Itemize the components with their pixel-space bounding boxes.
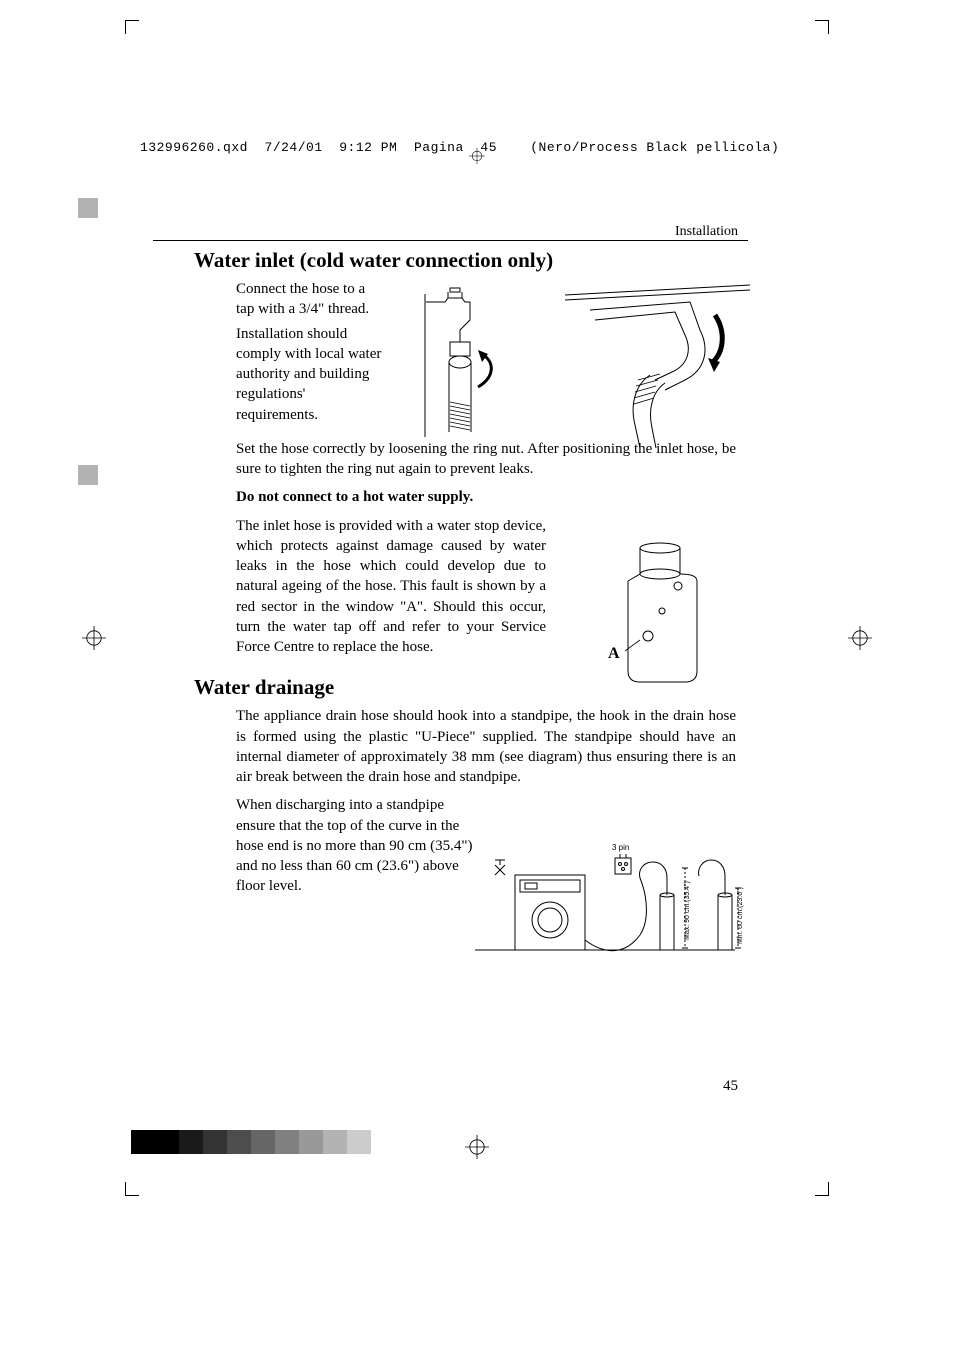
header-date: 7/24/01 xyxy=(265,140,323,155)
page-number: 45 xyxy=(723,1078,738,1095)
margin-marker xyxy=(78,198,98,218)
socket-label: 3 pin xyxy=(612,843,629,852)
crop-mark xyxy=(125,20,139,34)
header-color: (Nero/Process Black pellicola) xyxy=(530,140,779,155)
header-time: 9:12 PM xyxy=(339,140,397,155)
water-stop-device-diagram: A xyxy=(570,536,745,696)
print-header: 132996260.qxd 7/24/01 9:12 PM Pagina 45 … xyxy=(140,140,779,155)
paragraph: The inlet hose is provided with a water … xyxy=(236,516,546,658)
crop-mark xyxy=(815,1182,829,1196)
swatch xyxy=(155,1130,179,1154)
paragraph: The appliance drain hose should hook int… xyxy=(236,706,736,787)
dimension-min: Min. 60 cm.(23.6") xyxy=(737,887,744,944)
registration-mark-icon xyxy=(465,1135,489,1159)
header-page-num: 45 xyxy=(480,140,497,155)
section-label: Installation xyxy=(675,224,738,240)
paragraph: When discharging into a standpipe ensure… xyxy=(236,795,486,896)
swatch xyxy=(323,1130,347,1154)
swatch xyxy=(227,1130,251,1154)
crop-mark xyxy=(125,1182,139,1196)
paragraph: Installation should comply with local wa… xyxy=(236,324,386,425)
swatch xyxy=(347,1130,371,1154)
swatch xyxy=(275,1130,299,1154)
warning-text: Do not connect to a hot water supply. xyxy=(236,487,736,507)
swatch xyxy=(179,1130,203,1154)
dimension-max: Max. 90 cm.(35.4") xyxy=(684,881,691,940)
swatch xyxy=(131,1130,155,1154)
header-filename: 132996260.qxd xyxy=(140,140,248,155)
page-rule xyxy=(153,240,748,241)
swatch xyxy=(203,1130,227,1154)
swatch xyxy=(251,1130,275,1154)
standpipe-install-diagram: 3 pin Max. 90 cm.(35.4") Min. 60 cm.(23.… xyxy=(475,840,745,965)
crop-mark xyxy=(815,20,829,34)
margin-marker xyxy=(78,465,98,485)
paragraph: Connect the hose to a tap with a 3/4" th… xyxy=(236,279,386,320)
figure-label-a: A xyxy=(608,645,620,662)
section-title-water-inlet: Water inlet (cold water connection only) xyxy=(194,248,744,273)
registration-mark-icon xyxy=(848,626,872,650)
hose-clamp-diagram xyxy=(560,280,750,450)
registration-mark-icon xyxy=(82,626,106,650)
header-page-word: Pagina xyxy=(414,140,464,155)
tap-hose-diagram xyxy=(400,282,575,442)
grayscale-calibration-bar xyxy=(131,1130,371,1154)
swatch xyxy=(299,1130,323,1154)
